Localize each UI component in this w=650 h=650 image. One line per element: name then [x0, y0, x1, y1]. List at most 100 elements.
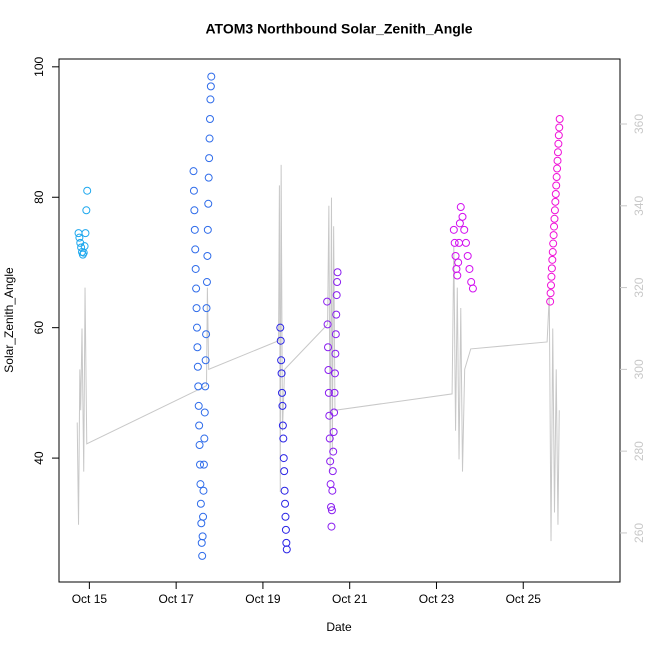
- point: [193, 362, 202, 371]
- point: [461, 238, 470, 247]
- point: [468, 284, 477, 293]
- point: [549, 239, 558, 248]
- point: [551, 197, 560, 206]
- point: [449, 225, 458, 234]
- point: [198, 532, 207, 541]
- point: [547, 272, 556, 281]
- point: [328, 486, 337, 495]
- x-tick-label: Oct 23: [419, 592, 455, 606]
- point: [205, 134, 214, 143]
- point: [456, 203, 465, 212]
- point: [193, 343, 202, 352]
- point: [81, 229, 90, 238]
- point: [323, 297, 332, 306]
- x-tick-label: Oct 19: [245, 592, 281, 606]
- point: [192, 284, 201, 293]
- point: [332, 291, 341, 300]
- point: [330, 408, 339, 417]
- point: [202, 278, 211, 287]
- point: [277, 356, 286, 365]
- point: [195, 421, 204, 430]
- y-tick-label: 100: [32, 56, 46, 76]
- point: [547, 264, 556, 273]
- point: [83, 186, 92, 195]
- point: [330, 388, 339, 397]
- point: [203, 251, 212, 260]
- point: [204, 173, 213, 182]
- point: [333, 278, 342, 287]
- point: [550, 214, 559, 223]
- point: [548, 255, 557, 264]
- point: [331, 349, 340, 358]
- point: [205, 114, 214, 123]
- point: [189, 186, 198, 195]
- point: [331, 330, 340, 339]
- point: [199, 460, 208, 469]
- point: [201, 382, 210, 391]
- point: [326, 457, 335, 466]
- point: [203, 225, 212, 234]
- y2-tick-label: 360: [632, 114, 646, 134]
- point: [280, 486, 289, 495]
- point: [277, 369, 286, 378]
- point: [463, 251, 472, 260]
- line-series: [76, 164, 560, 542]
- point: [327, 503, 336, 512]
- point: [278, 388, 287, 397]
- point: [279, 434, 288, 443]
- y-tick-label: 80: [32, 190, 46, 204]
- x-tick-label: Oct 21: [332, 592, 368, 606]
- point: [549, 231, 558, 240]
- point: [553, 164, 562, 173]
- point: [550, 206, 559, 215]
- point: [279, 454, 288, 463]
- point: [554, 131, 563, 140]
- point: [206, 95, 215, 104]
- point: [454, 258, 463, 267]
- y-axis-title: Solar_Zenith_Angle: [2, 267, 16, 373]
- point: [82, 206, 91, 215]
- point: [205, 154, 214, 163]
- point: [548, 248, 557, 257]
- point: [196, 460, 205, 469]
- point: [450, 238, 459, 247]
- point: [276, 336, 285, 345]
- y2-tick-label: 300: [632, 359, 646, 379]
- point: [276, 323, 285, 332]
- point: [465, 264, 474, 273]
- point: [553, 148, 562, 157]
- point: [546, 297, 555, 306]
- point: [190, 206, 199, 215]
- plot-frame: [58, 58, 621, 583]
- point: [192, 304, 201, 313]
- point: [192, 323, 201, 332]
- point: [323, 320, 332, 329]
- point: [281, 499, 290, 508]
- point: [332, 310, 341, 319]
- point: [194, 401, 203, 410]
- point: [324, 388, 333, 397]
- point: [189, 167, 198, 176]
- point: [195, 441, 204, 450]
- point: [190, 225, 199, 234]
- point: [199, 486, 208, 495]
- point: [278, 401, 287, 410]
- point: [329, 428, 338, 437]
- point: [191, 245, 200, 254]
- point: [204, 199, 213, 208]
- point: [460, 225, 469, 234]
- point: [458, 212, 467, 221]
- point: [201, 356, 210, 365]
- point: [200, 408, 209, 417]
- point: [453, 271, 462, 280]
- point: [280, 467, 289, 476]
- point: [75, 233, 84, 242]
- point: [202, 304, 211, 313]
- y-tick-label: 60: [32, 321, 46, 335]
- x-tick-label: Oct 25: [506, 592, 542, 606]
- y-tick-label: 40: [32, 451, 46, 465]
- y2-tick-label: 280: [632, 441, 646, 461]
- point: [324, 343, 333, 352]
- chart-title: ATOM3 Northbound Solar_Zenith_Angle: [205, 21, 472, 37]
